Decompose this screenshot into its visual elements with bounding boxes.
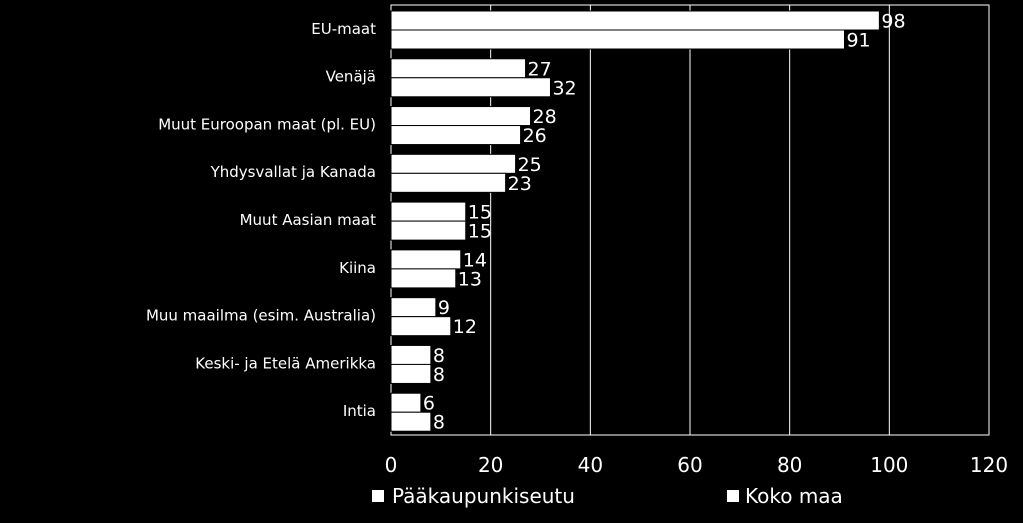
category-label: Muut Aasian maat — [240, 211, 377, 229]
bar-koko-maa — [390, 220, 467, 241]
bar-paakaupunkiseutu — [390, 10, 880, 31]
bar-koko-maa — [390, 268, 457, 289]
data-label: 8 — [433, 345, 445, 367]
bar-koko-maa — [390, 29, 845, 50]
data-label: 25 — [518, 154, 542, 176]
category-labels: EU-maat Venäjä Muut Euroopan maat (pl. EU)… — [146, 20, 376, 420]
data-label: 13 — [458, 268, 482, 290]
data-label: 15 — [468, 202, 492, 224]
bar-paakaupunkiseutu — [390, 201, 467, 222]
category-label: Yhdysvallat ja Kanada — [210, 163, 376, 181]
legend: Pääkaupunkiseutu Koko maa — [372, 484, 843, 508]
x-tick-label: 120 — [970, 453, 1008, 477]
x-tick-label: 40 — [578, 453, 603, 477]
category-label: EU-maat — [311, 20, 376, 38]
bar-paakaupunkiseutu — [390, 344, 432, 365]
bar-paakaupunkiseutu — [390, 58, 527, 79]
bar-paakaupunkiseutu — [390, 249, 462, 270]
legend-label: Pääkaupunkiseutu — [392, 484, 575, 508]
data-label: 91 — [846, 30, 870, 52]
bar-koko-maa — [390, 77, 551, 98]
data-label: 15 — [468, 221, 492, 243]
category-label: Venäjä — [326, 68, 376, 86]
data-label: 6 — [423, 393, 435, 415]
x-tick-label: 0 — [385, 453, 398, 477]
data-label: 8 — [433, 412, 445, 434]
bar-paakaupunkiseutu — [390, 153, 517, 174]
data-label: 12 — [453, 316, 477, 338]
bar-koko-maa — [390, 411, 432, 432]
category-label: Intia — [343, 402, 376, 420]
bar-paakaupunkiseutu — [390, 392, 422, 413]
category-label: Kiina — [339, 259, 376, 277]
bars — [390, 10, 880, 432]
legend-label: Koko maa — [745, 484, 843, 508]
legend-swatch — [372, 490, 384, 502]
bar-koko-maa — [390, 172, 507, 193]
data-label: 32 — [552, 77, 576, 99]
bar-koko-maa — [390, 316, 452, 337]
category-label: Muut Euroopan maat (pl. EU) — [158, 115, 376, 133]
legend-swatch — [727, 490, 739, 502]
category-label: Muu maailma (esim. Australia) — [146, 307, 376, 325]
data-label: 27 — [528, 58, 552, 80]
data-label: 26 — [523, 125, 547, 147]
data-label: 9 — [438, 297, 450, 319]
x-tick-label: 20 — [478, 453, 503, 477]
bar-paakaupunkiseutu — [390, 297, 437, 318]
x-tick-label: 80 — [777, 453, 802, 477]
data-label: 23 — [508, 173, 532, 195]
data-label: 28 — [533, 106, 557, 128]
bar-koko-maa — [390, 363, 432, 384]
data-label: 14 — [463, 249, 487, 271]
data-label: 8 — [433, 364, 445, 386]
category-label: Keski- ja Etelä Amerikka — [195, 354, 376, 372]
bar-paakaupunkiseutu — [390, 106, 532, 127]
x-tick-label: 100 — [870, 453, 908, 477]
x-tick-label: 60 — [677, 453, 702, 477]
x-axis-tick-labels: 0 20 40 60 80 100 120 — [385, 453, 1008, 477]
data-label: 98 — [881, 11, 905, 33]
bar-koko-maa — [390, 125, 522, 146]
